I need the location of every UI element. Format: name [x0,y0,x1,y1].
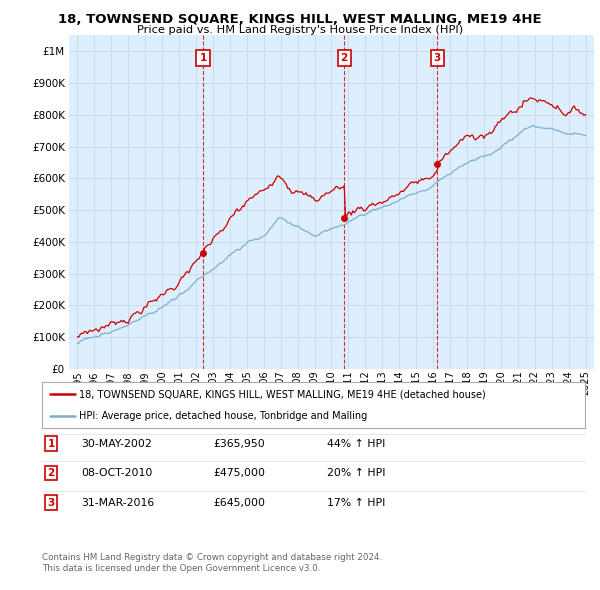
Text: 30-MAY-2002: 30-MAY-2002 [81,439,152,448]
Text: 1: 1 [199,53,206,63]
Text: 2: 2 [341,53,348,63]
Text: £645,000: £645,000 [213,498,265,507]
Text: 18, TOWNSEND SQUARE, KINGS HILL, WEST MALLING, ME19 4HE (detached house): 18, TOWNSEND SQUARE, KINGS HILL, WEST MA… [79,389,485,399]
Text: 44% ↑ HPI: 44% ↑ HPI [327,439,385,448]
Text: HPI: Average price, detached house, Tonbridge and Malling: HPI: Average price, detached house, Tonb… [79,411,367,421]
Text: £365,950: £365,950 [213,439,265,448]
Text: This data is licensed under the Open Government Licence v3.0.: This data is licensed under the Open Gov… [42,565,320,573]
Text: £475,000: £475,000 [213,468,265,478]
Text: 08-OCT-2010: 08-OCT-2010 [81,468,152,478]
Text: 18, TOWNSEND SQUARE, KINGS HILL, WEST MALLING, ME19 4HE: 18, TOWNSEND SQUARE, KINGS HILL, WEST MA… [58,13,542,26]
Text: Contains HM Land Registry data © Crown copyright and database right 2024.: Contains HM Land Registry data © Crown c… [42,553,382,562]
Text: 3: 3 [434,53,441,63]
Text: Price paid vs. HM Land Registry's House Price Index (HPI): Price paid vs. HM Land Registry's House … [137,25,463,35]
Text: 20% ↑ HPI: 20% ↑ HPI [327,468,386,478]
Text: 1: 1 [47,439,55,448]
Text: 31-MAR-2016: 31-MAR-2016 [81,498,154,507]
Text: 3: 3 [47,498,55,507]
Text: 2: 2 [47,468,55,478]
Text: 17% ↑ HPI: 17% ↑ HPI [327,498,385,507]
